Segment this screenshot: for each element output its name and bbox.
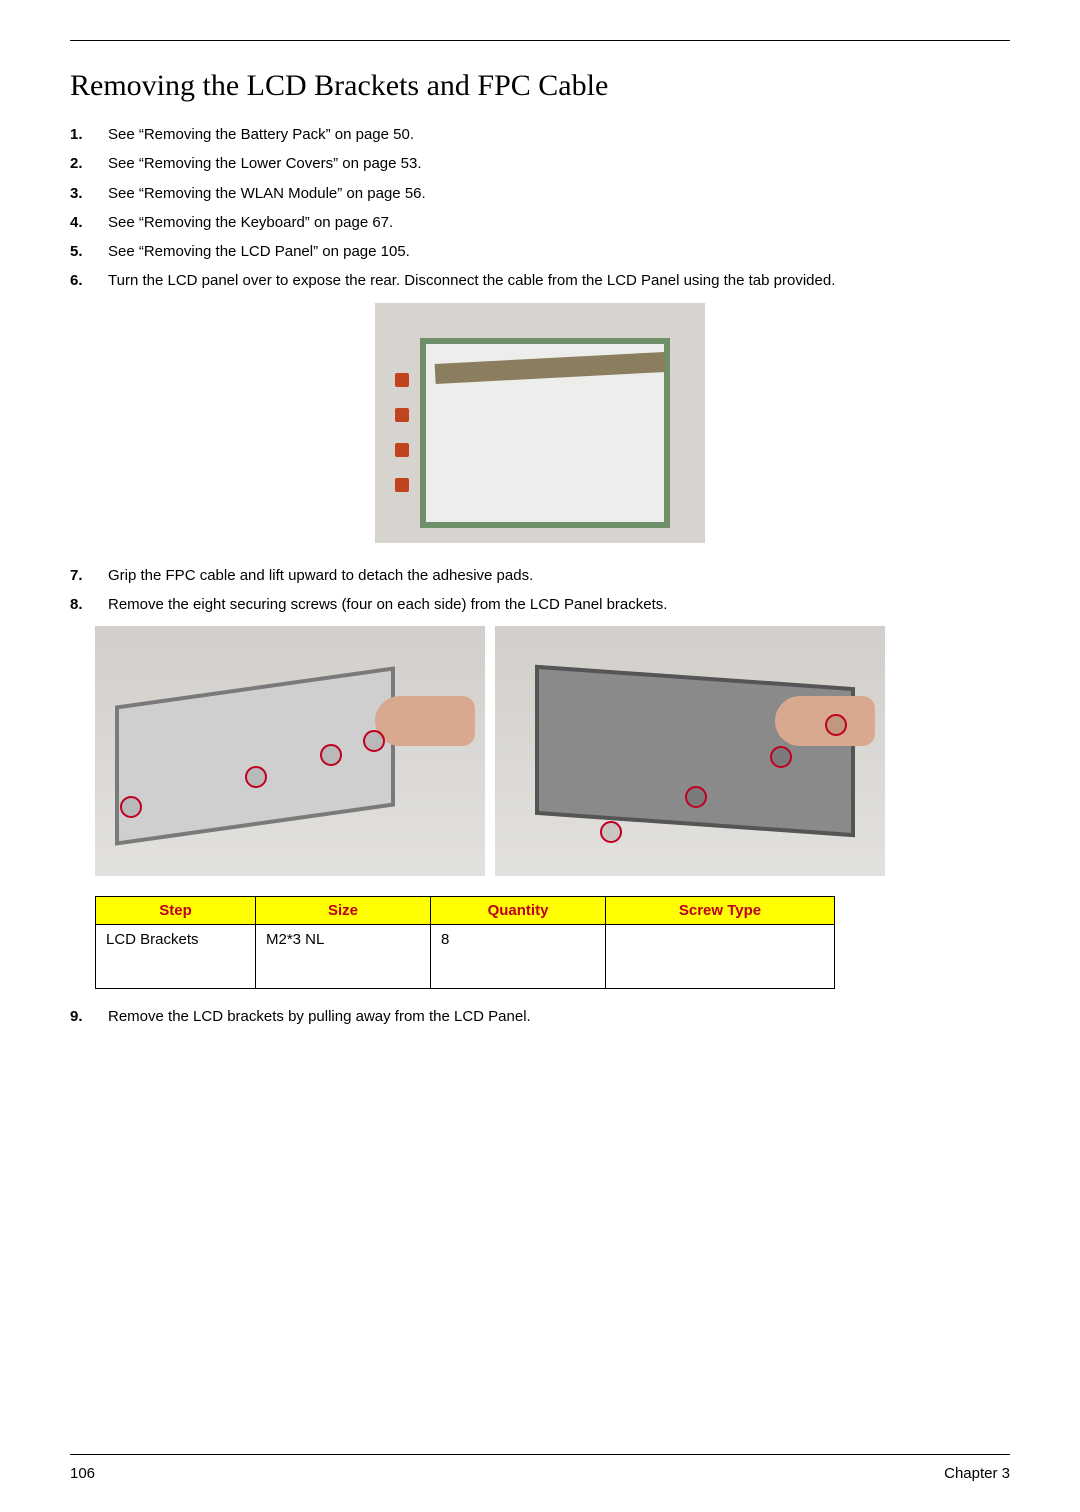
step-text: See “Removing the Lower Covers” on page … (108, 155, 422, 172)
step-text: See “Removing the WLAN Module” on page 5… (108, 185, 426, 202)
step-text: Remove the eight securing screws (four o… (108, 596, 667, 613)
step-num: 1. (70, 123, 96, 146)
table-header-row: Step Size Quantity Screw Type (96, 897, 835, 925)
page-title: Removing the LCD Brackets and FPC Cable (70, 69, 1010, 103)
step-9: 9.Remove the LCD brackets by pulling awa… (96, 1005, 1010, 1028)
screw-marker-icon (245, 766, 267, 788)
figure-pair (95, 626, 885, 876)
step-7: 7.Grip the FPC cable and lift upward to … (96, 564, 1010, 587)
step-num: 8. (70, 593, 96, 616)
screw-marker-icon (120, 796, 142, 818)
step-text: Remove the LCD brackets by pulling away … (108, 1008, 531, 1025)
step-8: 8.Remove the eight securing screws (four… (96, 593, 1010, 616)
table-row: LCD Brackets M2*3 NL 8 (96, 925, 835, 989)
top-rule (70, 40, 1010, 41)
step-1: 1.See “Removing the Battery Pack” on pag… (96, 123, 1010, 146)
figure-3-right (495, 626, 885, 876)
screw-marker-icon (685, 786, 707, 808)
page-footer: 106 Chapter 3 (70, 1454, 1010, 1482)
step-text: See “Removing the LCD Panel” on page 105… (108, 243, 410, 260)
th-step: Step (96, 897, 256, 925)
step-5: 5.See “Removing the LCD Panel” on page 1… (96, 240, 1010, 263)
step-num: 6. (70, 269, 96, 292)
step-num: 7. (70, 564, 96, 587)
chapter-label: Chapter 3 (944, 1465, 1010, 1482)
step-num: 2. (70, 152, 96, 175)
step-num: 5. (70, 240, 96, 263)
step-num: 3. (70, 182, 96, 205)
screw-marker-icon (320, 744, 342, 766)
step-2: 2.See “Removing the Lower Covers” on pag… (96, 152, 1010, 175)
step-text: See “Removing the Battery Pack” on page … (108, 126, 414, 143)
step-text: See “Removing the Keyboard” on page 67. (108, 214, 393, 231)
step-4: 4.See “Removing the Keyboard” on page 67… (96, 211, 1010, 234)
step-3: 3.See “Removing the WLAN Module” on page… (96, 182, 1010, 205)
th-type: Screw Type (606, 897, 835, 925)
figure-1 (70, 303, 1010, 548)
td-qty: 8 (431, 925, 606, 989)
screw-marker-icon (363, 730, 385, 752)
th-size: Size (256, 897, 431, 925)
th-qty: Quantity (431, 897, 606, 925)
steps-list-2: 7. Grip the FPC cable and lift upward to … (70, 564, 1010, 617)
step-text: Turn the LCD panel over to expose the re… (108, 272, 835, 289)
step-6: 6.Turn the LCD panel over to expose the … (96, 269, 1010, 292)
screw-marker-icon (600, 821, 622, 843)
lcd-rear-image (375, 303, 705, 543)
steps-list-1: 1. See “Removing the Battery Pack” on pag… (70, 123, 1010, 293)
figure-2-left (95, 626, 485, 876)
step-num: 4. (70, 211, 96, 234)
screw-table: Step Size Quantity Screw Type LCD Bracke… (95, 896, 835, 989)
td-size: M2*3 NL (256, 925, 431, 989)
screw-marker-icon (770, 746, 792, 768)
td-type (606, 925, 835, 989)
steps-list-3: 9. Remove the LCD brackets by pulling awa… (70, 1005, 1010, 1028)
screw-marker-icon (825, 714, 847, 736)
step-num: 9. (70, 1005, 96, 1028)
page-number: 106 (70, 1465, 95, 1482)
td-step: LCD Brackets (96, 925, 256, 989)
step-text: Grip the FPC cable and lift upward to de… (108, 567, 533, 584)
